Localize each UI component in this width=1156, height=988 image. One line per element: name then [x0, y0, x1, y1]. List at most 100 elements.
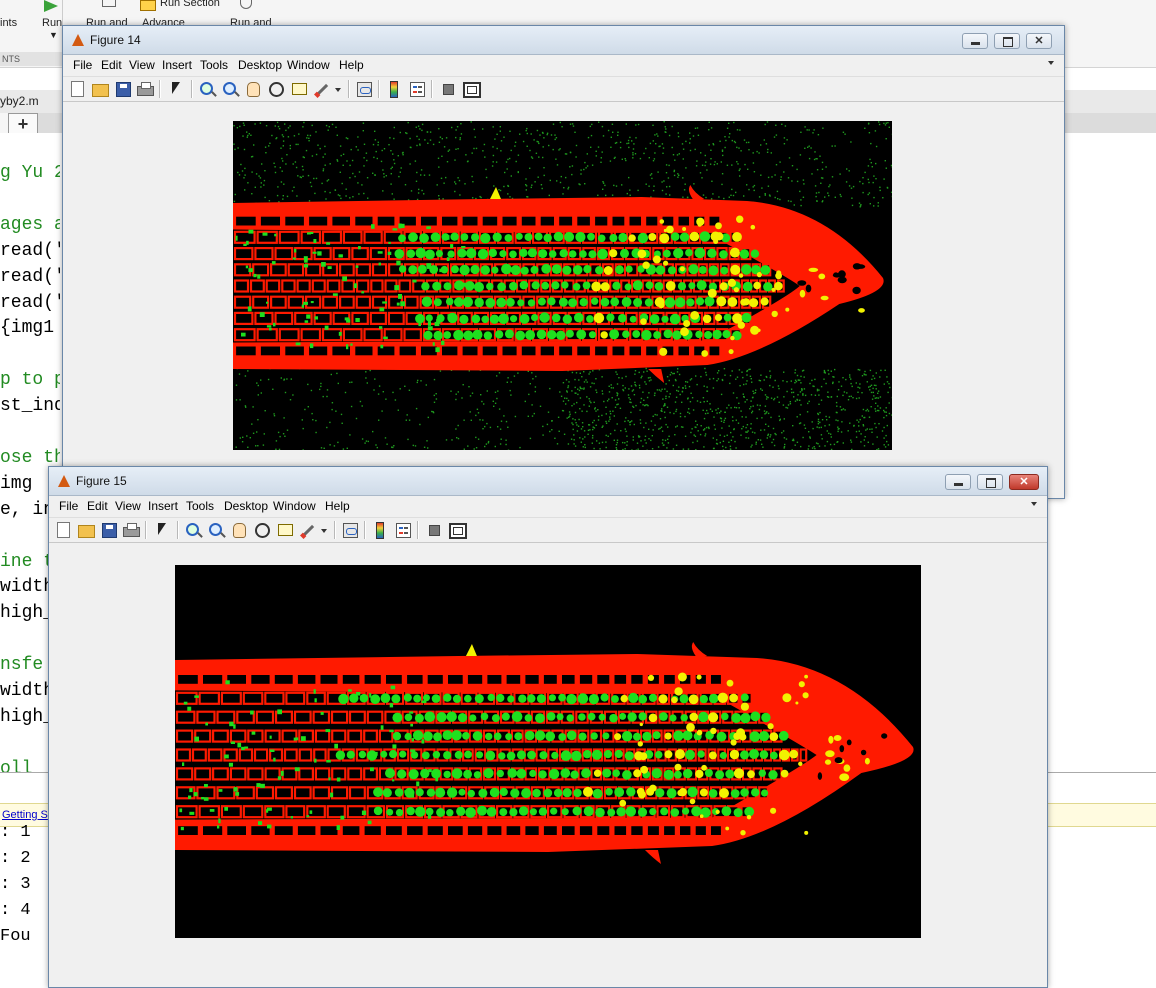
- open-folder-button[interactable]: [77, 521, 95, 539]
- new-file-icon: [71, 81, 84, 97]
- figure-15-title-bar[interactable]: Figure 15 ✕: [49, 467, 1047, 496]
- figure-14-menubar: File Edit View Insert Tools Desktop Window Help: [63, 55, 1064, 75]
- figure-14-image-axes[interactable]: [233, 121, 892, 450]
- hide-plot-tools-button[interactable]: [425, 521, 443, 539]
- figure-14-window[interactable]: Figure 14 ✕ File Edit View Insert Tools Deskt…: [62, 25, 1065, 499]
- code-line: p to p: [0, 370, 60, 390]
- save-button[interactable]: [114, 80, 132, 98]
- brush-icon: [303, 525, 314, 536]
- ribbon-section-label: NTS: [0, 52, 62, 66]
- new-tab-button[interactable]: +: [8, 113, 38, 135]
- hide-plot-tools-icon: [429, 525, 440, 536]
- close-icon: ✕: [1027, 34, 1051, 48]
- run-icon[interactable]: [44, 0, 58, 12]
- menu-help[interactable]: Help: [339, 58, 364, 72]
- link-plot-icon: [343, 523, 358, 538]
- save-button[interactable]: [100, 521, 118, 539]
- new-file-button[interactable]: [54, 521, 72, 539]
- minimize-button[interactable]: [962, 33, 988, 49]
- menu-help[interactable]: Help: [325, 499, 350, 513]
- print-button[interactable]: [122, 521, 140, 539]
- brush-dropdown-icon: [321, 529, 327, 533]
- maximize-button[interactable]: [994, 33, 1020, 49]
- figure-14-title-bar[interactable]: Figure 14 ✕: [63, 26, 1064, 55]
- code-line: {img1: [0, 318, 54, 338]
- getting-started-link[interactable]: Getting S: [2, 809, 48, 821]
- menu-window[interactable]: Window: [287, 58, 330, 72]
- legend-button[interactable]: [394, 521, 412, 539]
- menu-insert[interactable]: Insert: [162, 58, 192, 72]
- brush-dropdown-button[interactable]: [317, 521, 335, 539]
- figure-15-toolbar: [49, 517, 1047, 543]
- code-line: img: [0, 474, 32, 494]
- pointer-arrow-button[interactable]: [167, 80, 185, 98]
- zoom-in-button[interactable]: [184, 521, 202, 539]
- link-plot-button[interactable]: [341, 521, 359, 539]
- colorbar-button[interactable]: [385, 80, 403, 98]
- menu-tools[interactable]: Tools: [186, 499, 214, 513]
- run-and-advance-icon[interactable]: [102, 0, 116, 7]
- close-button[interactable]: ✕: [1026, 33, 1052, 49]
- menu-file[interactable]: File: [59, 499, 78, 513]
- run-section-icon[interactable]: [140, 0, 156, 11]
- figure-15-image-axes[interactable]: [175, 565, 921, 938]
- show-plot-tools-button[interactable]: [462, 80, 480, 98]
- brush-button[interactable]: [313, 80, 331, 98]
- menu-insert[interactable]: Insert: [148, 499, 178, 513]
- data-cursor-icon: [292, 83, 307, 95]
- menu-file[interactable]: File: [73, 58, 92, 72]
- figure-14-toolbar: [63, 76, 1064, 102]
- close-button[interactable]: ✕: [1009, 474, 1039, 490]
- zoom-in-button[interactable]: [198, 80, 216, 98]
- data-cursor-button[interactable]: [290, 80, 308, 98]
- code-line: oll: [0, 759, 32, 773]
- maximize-button[interactable]: [977, 474, 1003, 490]
- command-output-line: : 2: [0, 849, 31, 868]
- colorbar-icon: [376, 522, 384, 539]
- command-output-line: Fou: [0, 927, 31, 946]
- menu-desktop[interactable]: Desktop: [224, 499, 268, 513]
- figure-15-window[interactable]: Figure 15 ✕ File Edit View Insert Tools Deskt…: [48, 466, 1048, 988]
- link-plot-button[interactable]: [355, 80, 373, 98]
- run-dropdown-icon[interactable]: ▼: [49, 30, 58, 40]
- zoom-out-icon: [209, 523, 222, 536]
- hide-plot-tools-icon: [443, 84, 454, 95]
- run-button[interactable]: Run: [42, 17, 62, 29]
- rotate-3d-button[interactable]: [253, 521, 271, 539]
- legend-icon: [396, 523, 411, 538]
- menubar-dock-arrow-icon[interactable]: [1031, 502, 1037, 506]
- rotate-3d-icon: [269, 82, 284, 97]
- brush-button[interactable]: [299, 521, 317, 539]
- run-and-time-icon[interactable]: [240, 0, 252, 9]
- hide-plot-tools-button[interactable]: [439, 80, 457, 98]
- menu-desktop[interactable]: Desktop: [238, 58, 282, 72]
- colorbar-button[interactable]: [371, 521, 389, 539]
- brush-dropdown-icon: [335, 88, 341, 92]
- matlab-logo-icon: [72, 34, 84, 46]
- data-cursor-button[interactable]: [276, 521, 294, 539]
- show-plot-tools-button[interactable]: [448, 521, 466, 539]
- run-section-button[interactable]: Run Section: [160, 0, 220, 9]
- code-line: width: [0, 577, 54, 597]
- menu-window[interactable]: Window: [273, 499, 316, 513]
- minimize-button[interactable]: [945, 474, 971, 490]
- menu-edit[interactable]: Edit: [87, 499, 108, 513]
- open-folder-button[interactable]: [91, 80, 109, 98]
- zoom-out-button[interactable]: [207, 521, 225, 539]
- new-file-button[interactable]: [68, 80, 86, 98]
- pan-hand-button[interactable]: [244, 80, 262, 98]
- menu-tools[interactable]: Tools: [200, 58, 228, 72]
- print-button[interactable]: [136, 80, 154, 98]
- zoom-out-button[interactable]: [221, 80, 239, 98]
- legend-button[interactable]: [408, 80, 426, 98]
- menubar-dock-arrow-icon[interactable]: [1048, 61, 1054, 65]
- pointer-arrow-button[interactable]: [153, 521, 171, 539]
- brush-dropdown-button[interactable]: [331, 80, 349, 98]
- rotate-3d-button[interactable]: [267, 80, 285, 98]
- link-plot-icon: [357, 82, 372, 97]
- pan-hand-button[interactable]: [230, 521, 248, 539]
- menu-view[interactable]: View: [129, 58, 155, 72]
- menu-edit[interactable]: Edit: [101, 58, 122, 72]
- menu-view[interactable]: View: [115, 499, 141, 513]
- ribbon-label-points[interactable]: ints: [0, 17, 17, 29]
